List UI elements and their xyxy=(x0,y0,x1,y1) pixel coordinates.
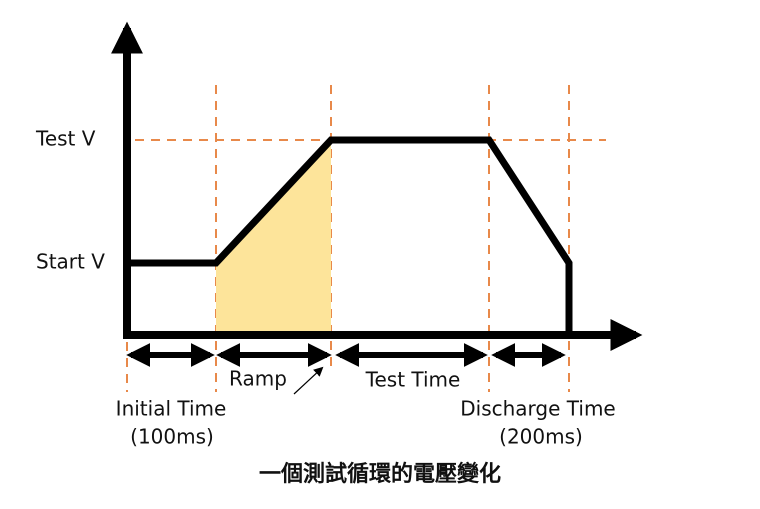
ramp-area xyxy=(216,140,331,335)
start-v-label: Start V xyxy=(36,250,105,274)
voltage-curve xyxy=(127,136,573,335)
guides xyxy=(126,85,606,392)
ramp-pointer xyxy=(293,366,324,395)
initial-time-label: Initial Time xyxy=(116,397,227,421)
test-v-label: Test V xyxy=(35,127,96,151)
test-time-label: Test Time xyxy=(365,368,461,392)
discharge-time-label: Discharge Time xyxy=(460,397,615,421)
discharge-duration-label: (200ms) xyxy=(499,425,583,449)
initial-duration-label: (100ms) xyxy=(130,425,214,449)
ramp-label: Ramp xyxy=(229,367,287,391)
caption: 一個測試循環的電壓變化 xyxy=(259,461,501,487)
